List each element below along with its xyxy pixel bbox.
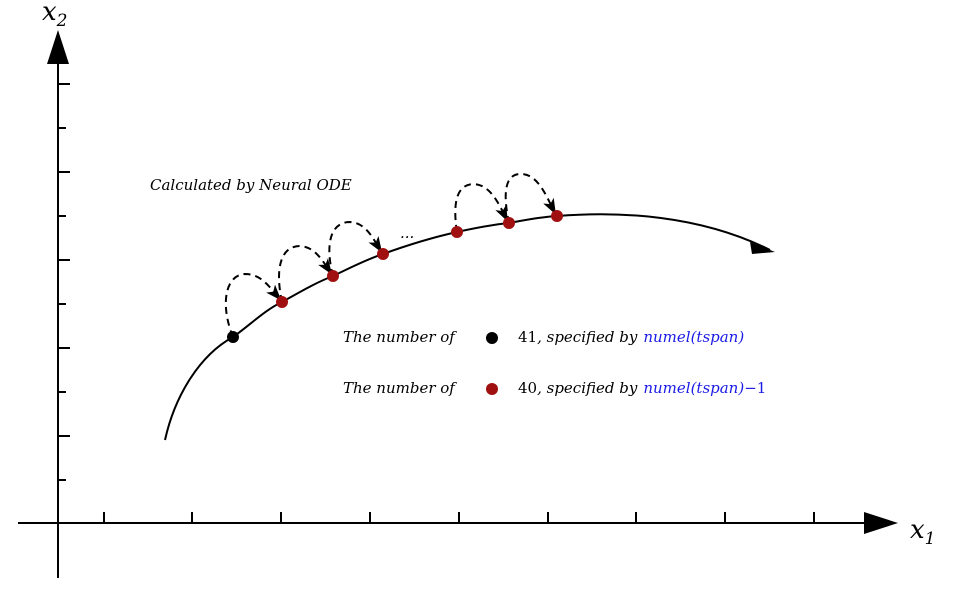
y-axis-label: x2 bbox=[42, 0, 68, 31]
computed-point bbox=[503, 217, 515, 229]
ellipsis: ... bbox=[400, 224, 414, 242]
computed-point bbox=[451, 226, 463, 238]
step-arrow bbox=[504, 172, 556, 224]
y-axis-ticks bbox=[58, 83, 70, 481]
computed-point bbox=[276, 296, 288, 308]
step-arrow bbox=[224, 272, 282, 338]
x-axis-ticks bbox=[103, 512, 815, 523]
legend-row-red: The number of 40, specified by numel(tspa… bbox=[343, 379, 766, 397]
computed-point bbox=[327, 270, 339, 282]
legend-red-marker bbox=[486, 383, 498, 395]
y-axis bbox=[47, 30, 69, 578]
computed-point bbox=[551, 210, 563, 222]
legend-text: 41, specified by numel(tspan) bbox=[518, 328, 744, 346]
legend-row-black: The number of 41, specified by numel(tspa… bbox=[343, 328, 744, 346]
y-axis-arrowhead bbox=[47, 30, 69, 64]
legend-black-marker bbox=[486, 332, 498, 344]
legend-prefix: The number of bbox=[343, 328, 457, 346]
step-arrow bbox=[328, 220, 383, 277]
trajectory-arrowhead bbox=[750, 242, 775, 254]
x-axis-label: x1 bbox=[910, 515, 936, 549]
initial-point bbox=[227, 331, 239, 343]
x-axis-arrowhead bbox=[864, 512, 898, 534]
legend-prefix: The number of bbox=[343, 379, 457, 397]
step-arrows bbox=[224, 172, 556, 338]
trajectory-points bbox=[227, 210, 563, 343]
neural-ode-annotation: Calculated by Neural ODE bbox=[150, 176, 352, 194]
step-arrow bbox=[278, 244, 333, 303]
computed-point bbox=[377, 248, 389, 260]
legend-text: 40, specified by numel(tspan)−1 bbox=[518, 379, 766, 397]
